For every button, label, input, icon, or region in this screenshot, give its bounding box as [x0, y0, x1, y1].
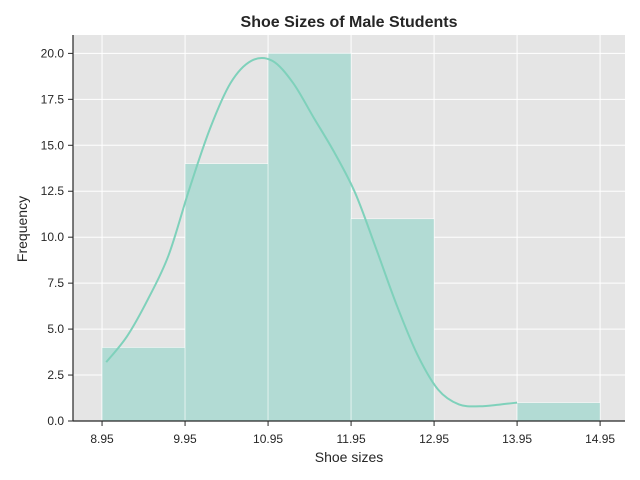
x-tick-label: 12.95 [419, 432, 449, 446]
y-tick-label: 0.0 [47, 414, 64, 428]
histogram-bars [101, 53, 601, 422]
x-tick-label: 10.95 [253, 432, 283, 446]
x-tick-label: 9.95 [173, 432, 197, 446]
histogram-bar [101, 347, 186, 422]
y-axis-ticks: 0.0 2.5 5.0 7.5 10.0 12.5 15.0 17.5 20.0 [41, 46, 73, 428]
histogram-bar [516, 402, 601, 422]
y-tick-label: 12.5 [41, 184, 65, 198]
y-tick-label: 2.5 [47, 368, 64, 382]
histogram-bar [184, 163, 269, 422]
chart-title: Shoe Sizes of Male Students [241, 14, 458, 31]
y-tick-label: 20.0 [41, 46, 65, 60]
x-axis-label: Shoe sizes [315, 449, 383, 465]
y-tick-label: 17.5 [41, 92, 65, 106]
x-tick-label: 11.95 [337, 432, 366, 446]
y-tick-label: 10.0 [41, 230, 65, 244]
x-tick-label: 13.95 [502, 432, 532, 446]
x-axis-ticks: 8.95 9.95 10.95 11.95 12.95 13.95 14.95 [90, 421, 615, 446]
x-tick-label: 8.95 [90, 432, 114, 446]
x-tick-label: 14.95 [585, 432, 615, 446]
y-tick-label: 5.0 [47, 322, 64, 336]
histogram-bar [350, 218, 435, 422]
y-axis-label: Frequency [14, 196, 30, 262]
y-tick-label: 15.0 [41, 138, 65, 152]
y-tick-label: 7.5 [47, 276, 64, 290]
kde-curve [105, 56, 518, 408]
histogram-bar [267, 53, 352, 422]
